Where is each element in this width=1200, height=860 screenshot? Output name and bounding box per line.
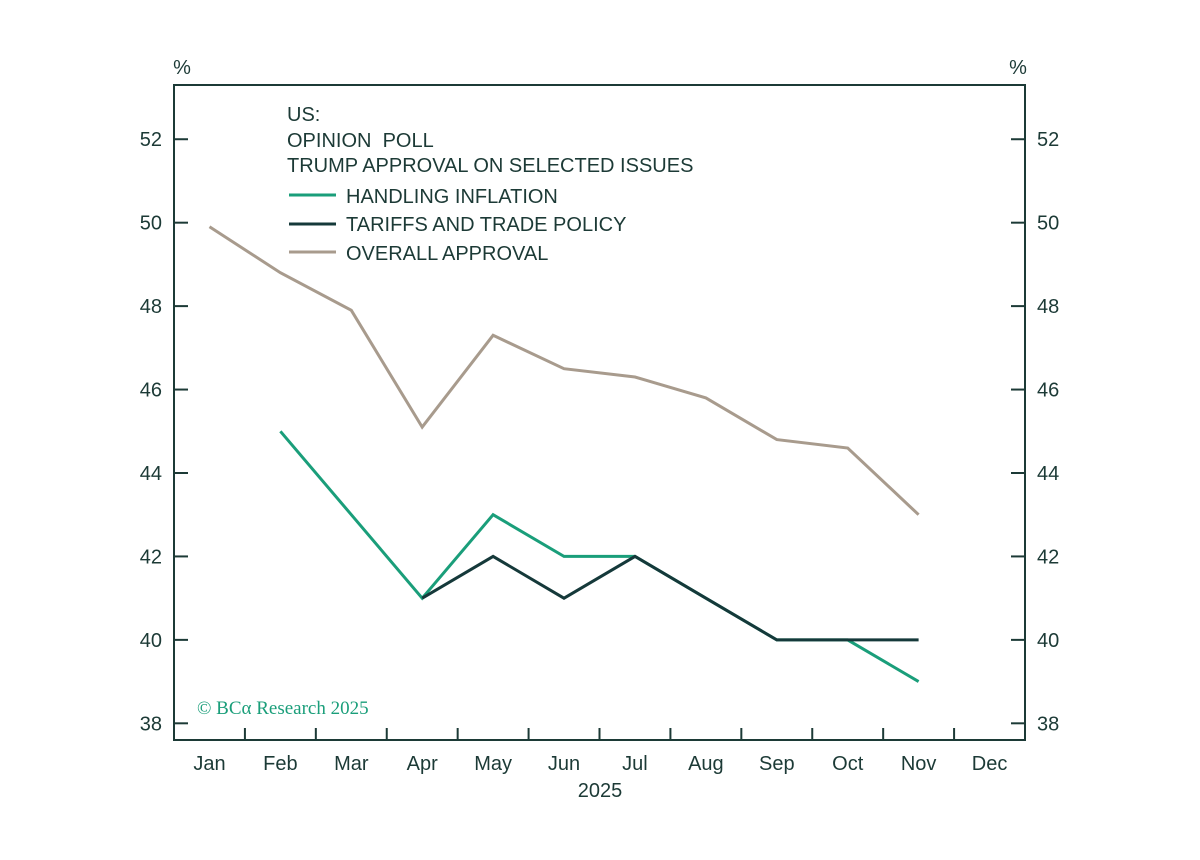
x-tick-label-jul: Jul [622,753,648,775]
credit-text: © BCα Research 2025 [197,698,369,719]
chart-title: US: OPINION POLL TRUMP APPROVAL ON SELEC… [287,104,693,177]
series-line-overall-approval [208,225,920,516]
y-tick-label-right: 44 [1037,463,1059,485]
title-line-1: US: [287,104,320,126]
x-tick-label-dec: Dec [972,753,1008,775]
x-tick-label-apr: Apr [407,753,438,775]
y-tick-label-right: 46 [1037,380,1059,402]
y-tick-label-right: 42 [1037,546,1059,568]
series-lines [208,225,920,683]
x-tick-label-aug: Aug [688,753,724,775]
x-tick-label-may: May [474,753,512,775]
y-tick-label-left: 48 [140,296,162,318]
legend: HANDLING INFLATION TARIFFS AND TRADE POL… [289,186,626,265]
legend-label-overall-approval: OVERALL APPROVAL [346,243,548,265]
x-tick-label-oct: Oct [832,753,864,775]
legend-label-tariffs-trade-policy: TARIFFS AND TRADE POLICY [346,214,626,236]
x-tick-label-mar: Mar [334,753,369,775]
series-line-handling-inflation [279,430,920,683]
title-line-3: TRUMP APPROVAL ON SELECTED ISSUES [287,155,693,177]
x-tick-label-jun: Jun [548,753,580,775]
y-tick-label-left: 38 [140,713,162,735]
legend-label-handling-inflation: HANDLING INFLATION [346,186,558,208]
y-tick-label-left: 52 [140,129,162,151]
title-line-2: OPINION POLL [287,130,434,152]
y-tick-label-left: 42 [140,546,162,568]
y-tick-label-right: 40 [1037,630,1059,652]
y-tick-label-left: 46 [140,380,162,402]
axes: 38 38 40 40 42 42 44 44 46 46 48 48 50 50 52 52 Jan Feb Ma… [140,84,1059,775]
y-unit-right: % [1009,57,1027,79]
y-tick-label-right: 52 [1037,129,1059,151]
legend-item-handling-inflation: HANDLING INFLATION [289,186,558,208]
y-tick-label-right: 38 [1037,713,1059,735]
y-tick-label-right: 48 [1037,296,1059,318]
plot-frame [173,84,1026,741]
legend-item-tariffs-trade-policy: TARIFFS AND TRADE POLICY [289,214,626,236]
x-tick-label-jan: Jan [193,753,225,775]
y-tick-label-left: 50 [140,213,162,235]
x-tick-label-sep: Sep [759,753,795,775]
x-axis-title: 2025 [578,780,623,802]
legend-item-overall-approval: OVERALL APPROVAL [289,243,548,265]
y-unit-left: % [173,57,191,79]
y-tick-label-left: 44 [140,463,162,485]
x-tick-label-nov: Nov [901,753,937,775]
series-line-tariffs-and-trade-policy [421,554,919,642]
y-tick-label-left: 40 [140,630,162,652]
x-tick-label-feb: Feb [263,753,297,775]
y-tick-label-right: 50 [1037,213,1059,235]
